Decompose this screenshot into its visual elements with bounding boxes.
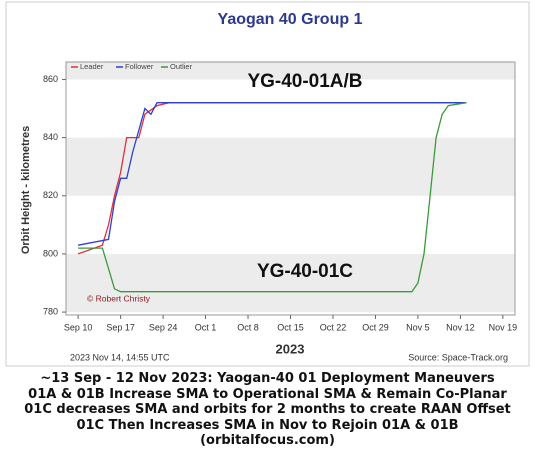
x-tick-label: Sep 24 <box>149 322 178 332</box>
legend-label: Follower <box>125 62 154 71</box>
x-tick-label: Oct 15 <box>277 322 304 332</box>
y-tick-label: 840 <box>43 132 58 142</box>
x-tick-label: Oct 29 <box>362 322 389 332</box>
chart: Yaogan 40 Group 1 Orbit Height - kilomet… <box>5 1 530 367</box>
x-tick-label: Nov 19 <box>489 322 518 332</box>
annotation: YG-40-01C <box>257 261 353 282</box>
x-tick-label: Oct 1 <box>195 322 217 332</box>
caption-line: 01C Then Increases SMA in Nov to Rejoin … <box>76 417 459 433</box>
y-tick-label: 780 <box>43 306 58 316</box>
source: Source: Space-Track.org <box>408 352 508 362</box>
series-line <box>78 102 467 293</box>
series-line <box>77 102 467 255</box>
series-line <box>77 102 467 246</box>
legend-label: Leader <box>80 62 104 71</box>
legend-label: Outlier <box>170 62 193 71</box>
chart-title: Yaogan 40 Group 1 <box>218 11 363 28</box>
grid-band <box>66 137 515 196</box>
credit: © Robert Christy <box>87 293 151 303</box>
grid-band <box>66 253 515 313</box>
x-tick-label: Nov 5 <box>406 322 430 332</box>
caption: ~13 Sep - 12 Nov 2023: Yaogan-40 01 Depl… <box>0 371 535 449</box>
x-tick-label: Sep 10 <box>64 322 93 332</box>
y-tick-label: 800 <box>43 248 58 258</box>
x-tick-label: Oct 22 <box>320 322 347 332</box>
timestamp: 2023 Nov 14, 14:55 UTC <box>70 352 170 362</box>
caption-line: 01A & 01B Increase SMA to Operational SM… <box>28 386 507 402</box>
x-tick-label: Oct 8 <box>237 322 259 332</box>
x-axis-label: 2023 <box>276 341 305 356</box>
x-tick-label: Nov 12 <box>446 322 475 332</box>
y-tick-label: 820 <box>43 190 58 200</box>
annotation: YG-40-01A/B <box>247 71 362 92</box>
y-tick-label: 860 <box>43 74 58 84</box>
caption-line: 01C decreases SMA and orbits for 2 month… <box>24 402 511 417</box>
grid-band <box>66 62 515 80</box>
y-axis-label: Orbit Height - kilometres <box>20 126 32 254</box>
x-tick-label: Sep 17 <box>106 322 135 332</box>
caption-line: ~13 Sep - 12 Nov 2023: Yaogan-40 01 Depl… <box>40 371 495 386</box>
caption-line: (orbitalfocus.com) <box>200 433 335 448</box>
